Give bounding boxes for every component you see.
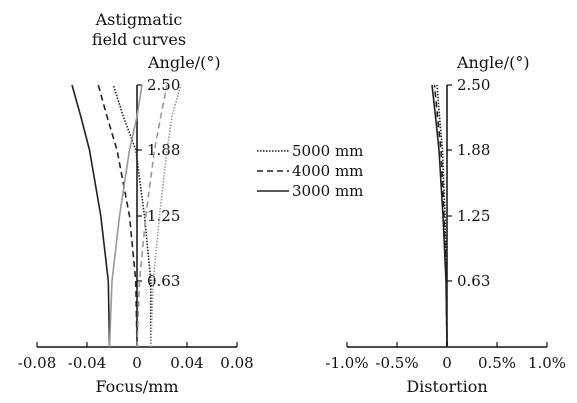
left-x-tick-label: 0.04: [170, 354, 203, 372]
left-x-tick-label: 0: [132, 354, 142, 372]
right-axes: -1.0% -0.5% 0 0.5% 1.0% 0.63 1.25 1.88 2.50: [325, 76, 566, 372]
left-title-line-2: field curves: [92, 30, 186, 49]
left-series-3000-mm-sagittal-line: [108, 84, 143, 348]
left-axes: -0.08 -0.04 0 0.04 0.08 0.63 1.25 1.88 2.50: [18, 76, 254, 372]
right-x-tick-label: -0.5%: [375, 354, 418, 372]
left-xlabel: Focus/mm: [95, 377, 178, 396]
left-series-5000-mm-sagittal-line: [150, 84, 182, 348]
right-y-tick-label: 1.25: [457, 207, 490, 225]
left-y-tick-label: 1.25: [147, 207, 180, 225]
left-x-tick-label: 0.08: [220, 354, 253, 372]
right-series-3000-mm-line: [431, 84, 448, 348]
left-series-5000-mm-tangential-line: [112, 84, 152, 347]
legend-label-4000: 4000 mm: [292, 162, 363, 180]
legend: 5000 mm 4000 mm 3000 mm: [257, 142, 363, 200]
legend-label-3000: 3000 mm: [292, 182, 363, 200]
right-x-tick-label: 0.5%: [478, 354, 516, 372]
left-x-tick-label: -0.04: [68, 354, 106, 372]
left-series-4000-mm-tangential-line: [97, 84, 138, 348]
left-y-tick-label: 0.63: [147, 272, 180, 290]
left-y-tick-label: 1.88: [147, 141, 180, 159]
right-x-tick-label: 0: [442, 354, 452, 372]
left-series-group: [71, 84, 182, 348]
right-x-tick-label: -1.0%: [325, 354, 368, 372]
right-series-group: [431, 84, 448, 348]
legend-label-5000: 5000 mm: [292, 142, 363, 160]
left-title-line-1: Astigmatic: [95, 10, 183, 29]
left-series-4000-mm-sagittal-line: [136, 84, 168, 348]
right-y-tick-label: 2.50: [457, 76, 490, 94]
right-y-tick-label: 0.63: [457, 272, 490, 290]
left-x-tick-label: -0.08: [18, 354, 56, 372]
left-y-tick-label: 2.50: [147, 76, 180, 94]
right-y-tick-label: 1.88: [457, 141, 490, 159]
right-xlabel: Distortion: [406, 377, 487, 396]
right-x-tick-label: 1.0%: [528, 354, 566, 372]
left-series-3000-mm-tangential-line: [71, 84, 111, 348]
left-ylabel: Angle/(°): [147, 53, 221, 72]
right-ylabel: Angle/(°): [456, 53, 530, 72]
